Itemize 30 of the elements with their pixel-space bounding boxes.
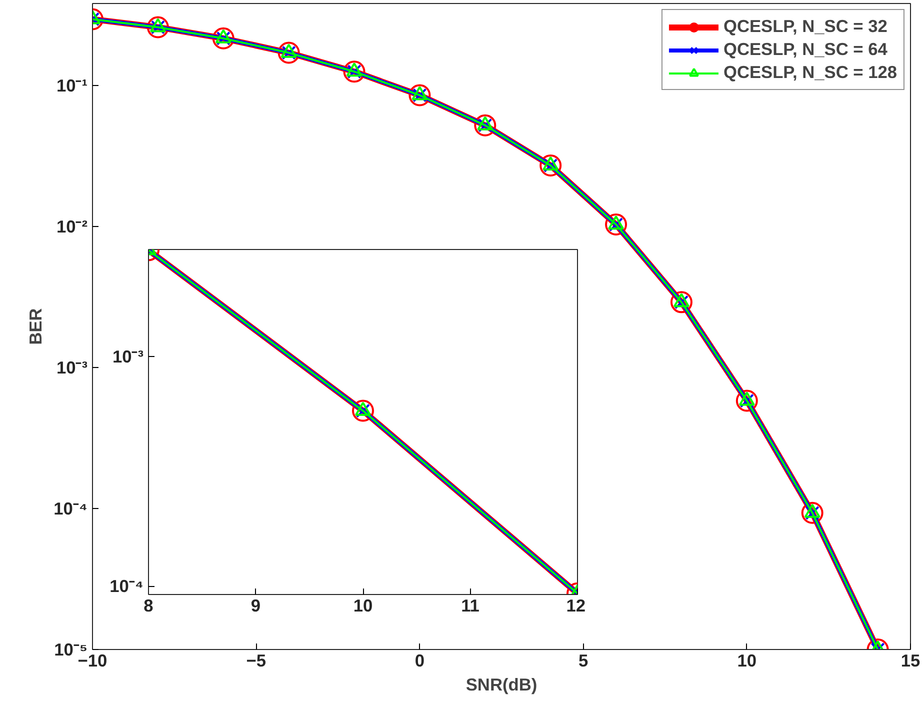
point (605, 214, 628, 236)
y-tick-label: 10⁻¹ (56, 75, 88, 96)
legend-label: QCESLP, N_SC = 128 (723, 62, 897, 83)
y-tick-label: 10⁻⁴ (110, 576, 144, 596)
x-axis-title: SNR(dB) (466, 674, 538, 694)
y-tick-label: 10⁻³ (56, 357, 88, 378)
x-tick-label: 9 (250, 596, 261, 616)
x-tick-label: 8 (144, 596, 154, 616)
point (278, 42, 300, 64)
legend-label: QCESLP, N_SC = 64 (723, 39, 888, 60)
point (408, 84, 431, 106)
x-tick-label: 0 (414, 650, 425, 670)
y-tick-label: 10⁻² (56, 216, 88, 236)
x-tick-label: 15 (900, 650, 920, 670)
x-tick-label: 11 (461, 596, 480, 616)
x-tick-label: 12 (566, 596, 586, 616)
x-tick-label: 10 (737, 650, 757, 670)
x-tick-label: 5 (578, 650, 588, 670)
point (212, 27, 234, 50)
point (474, 114, 496, 136)
point (146, 16, 169, 38)
y-tick-label: 10⁻⁴ (54, 498, 88, 518)
point (540, 154, 562, 176)
x-tick-label: −5 (246, 650, 266, 670)
point (670, 291, 692, 314)
y-axis-title: BER (26, 308, 46, 345)
point (343, 60, 366, 83)
y-tick-label: 10⁻³ (112, 346, 144, 366)
legend-label: QCESLP, N_SC = 32 (723, 16, 888, 37)
x-tick-label: 10 (353, 596, 373, 616)
